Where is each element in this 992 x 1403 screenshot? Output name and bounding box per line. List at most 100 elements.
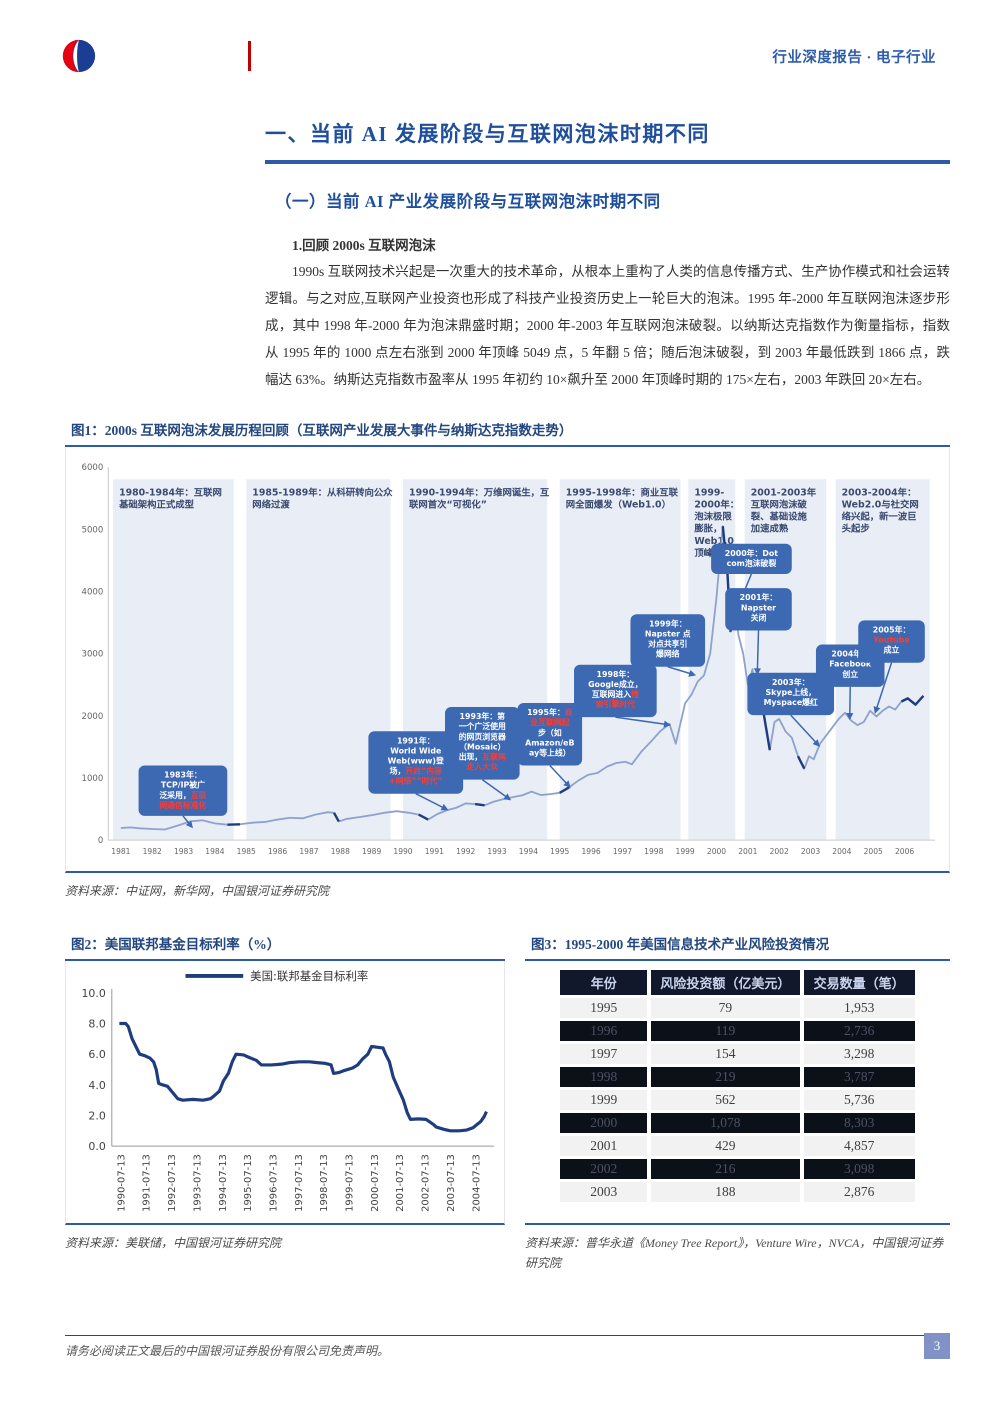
event-callout xyxy=(138,765,228,816)
page-number: 3 xyxy=(924,1333,950,1359)
svg-text:膨胀，: 膨胀， xyxy=(693,523,722,535)
svg-text:1991: 1991 xyxy=(425,847,444,856)
table-row: 1997 154 3,298 xyxy=(560,1044,915,1065)
svg-text:1996: 1996 xyxy=(581,847,600,856)
table-cell: 1996 xyxy=(560,1021,647,1042)
page-header: 行业深度报告 · 电子行业 xyxy=(62,36,936,76)
event-callout xyxy=(747,672,835,716)
svg-text:4.0: 4.0 xyxy=(88,1079,105,1092)
venture-investment-table: 年份 风险投资额（亿美元） 交易数量（笔） 1995 79 1,953 1996 119 2,7… xyxy=(556,967,918,1205)
svg-text:2000: 2000 xyxy=(82,712,104,722)
svg-text:2006: 2006 xyxy=(895,847,914,856)
disclaimer-text: 请务必阅读正文最后的中国银河证券股份有限公司免责声明。 xyxy=(65,1343,390,1358)
svg-text:Web2.0与社交网: Web2.0与社交网 xyxy=(842,498,919,510)
event-callout xyxy=(445,707,520,780)
table-cell: 5,736 xyxy=(803,1090,915,1111)
svg-text:1997: 1997 xyxy=(613,847,632,856)
svg-text:1994-07-13: 1994-07-13 xyxy=(218,1155,229,1213)
table-cell: 2,876 xyxy=(803,1182,915,1203)
figure-1-chart: 1980-1984年：互联网 基础架构正式成型 1985-1989年：从科研转向公众… xyxy=(65,447,950,874)
event-callout-text: 1999年： Napster 点对点共享引爆网络 xyxy=(645,618,691,658)
svg-text:1991-07-13: 1991-07-13 xyxy=(142,1155,153,1213)
figure-3-title: 图3：1995-2000 年美国信息技术产业风险投资情况 xyxy=(525,933,950,962)
text-column: 一、当前 AI 发展阶段与互联网泡沫时期不同 （一）当前 AI 产业发展阶段与互… xyxy=(265,118,950,393)
svg-text:1981: 1981 xyxy=(111,847,130,856)
svg-text:2000年：: 2000年： xyxy=(694,498,739,510)
nasdaq-line-highlight xyxy=(762,712,771,751)
table-cell: 1997 xyxy=(560,1044,647,1065)
event-callout-text: 2004年： Facebook 创立 xyxy=(829,649,872,679)
svg-text:1996-07-13: 1996-07-13 xyxy=(268,1155,279,1213)
table-cell: 2003 xyxy=(560,1182,647,1203)
body-paragraph: 1990s 互联网技术兴起是一次重大的技术革命，从根本上重构了人类的信息传播方式… xyxy=(265,264,950,387)
report-type-label: 行业深度报告 · 电子行业 xyxy=(772,49,936,66)
svg-text:10.0: 10.0 xyxy=(81,987,105,1000)
page-content: 一、当前 AI 发展阶段与互联网泡沫时期不同 （一）当前 AI 产业发展阶段与互… xyxy=(65,118,950,1273)
nasdaq-line-highlight xyxy=(900,695,925,706)
table-cell: 3,098 xyxy=(803,1159,915,1180)
table-cell: 3,298 xyxy=(803,1044,915,1065)
subsection-title: （一）当前 AI 产业发展阶段与互联网泡沫时期不同 xyxy=(275,192,661,211)
svg-text:1999-: 1999- xyxy=(694,487,724,498)
svg-text:加速成熟: 加速成熟 xyxy=(750,523,789,535)
title-rule xyxy=(265,160,950,164)
table-cell: 1,078 xyxy=(650,1113,800,1134)
svg-text:2004-07-13: 2004-07-13 xyxy=(471,1155,482,1213)
figure-2: 图2：美国联邦基金目标利率（%） 美国:联邦基金目标利率 0.0 2.0 4.0 6.0… xyxy=(65,933,505,1253)
svg-text:2003-2004年：: 2003-2004年： xyxy=(842,486,917,498)
svg-text:1986: 1986 xyxy=(268,847,287,856)
company-logo-icon xyxy=(62,39,96,73)
table-header-cell: 交易数量（笔） xyxy=(803,970,915,996)
svg-text:1995-1998年：商业互联: 1995-1998年：商业互联 xyxy=(566,486,679,498)
table-row: 1995 79 1,953 xyxy=(560,998,915,1019)
table-cell: 562 xyxy=(650,1090,800,1111)
event-callout xyxy=(574,664,657,718)
svg-text:4000: 4000 xyxy=(82,587,104,597)
event-callout-text: 2001年： Napster 关闭 xyxy=(740,592,778,622)
svg-text:2000-07-13: 2000-07-13 xyxy=(370,1155,381,1213)
table-cell: 1999 xyxy=(560,1090,647,1111)
svg-text:1995: 1995 xyxy=(550,847,569,856)
nasdaq-line xyxy=(120,525,925,831)
figure-1-title: 图1：2000s 互联网泡沫发展历程回顾（互联网产业发展大事件与纳斯达克指数走势… xyxy=(65,419,950,447)
svg-text:3000: 3000 xyxy=(82,650,104,660)
event-callout-text: 2000年：Dot com泡沫破裂 xyxy=(725,548,779,568)
svg-text:裂、基础设施: 裂、基础设施 xyxy=(750,511,808,523)
nasdaq-line-highlight xyxy=(559,786,570,794)
table-cell: 4,857 xyxy=(803,1136,915,1157)
table-row: 2003 188 2,876 xyxy=(560,1182,915,1203)
svg-text:1992-07-13: 1992-07-13 xyxy=(167,1155,178,1213)
table-row: 2000 1,078 8,303 xyxy=(560,1113,915,1134)
svg-text:泡沫极限: 泡沫极限 xyxy=(694,511,732,523)
table-row: 1999 562 5,736 xyxy=(560,1090,915,1111)
event-callout-text: 1993年：第一个广泛使用的网页浏览器（Mosaic）出现，互联网走入大众 xyxy=(459,711,506,771)
svg-text:联网首次“可视化”: 联网首次“可视化” xyxy=(409,498,487,510)
figure-1: 图1：2000s 互联网泡沫发展历程回顾（互联网产业发展大事件与纳斯达克指数走势… xyxy=(65,419,950,901)
table-cell: 2000 xyxy=(560,1113,647,1134)
callout-arrowhead xyxy=(185,820,193,829)
svg-text:1982: 1982 xyxy=(143,847,162,856)
svg-text:1995-07-13: 1995-07-13 xyxy=(243,1155,254,1213)
event-callout-text: 1998年： Google成立，互联网进入搜索引擎时代 xyxy=(588,669,642,709)
svg-text:1983: 1983 xyxy=(174,847,193,856)
callout-arrowhead xyxy=(812,739,820,747)
svg-text:1000: 1000 xyxy=(82,774,104,784)
section-title: 一、当前 AI 发展阶段与互联网泡沫时期不同 xyxy=(265,122,710,146)
fed-rate-line xyxy=(119,1022,488,1133)
svg-text:2001-2003年: 2001-2003年 xyxy=(751,486,817,498)
svg-text:2002-07-13: 2002-07-13 xyxy=(421,1155,432,1213)
callout-arrow xyxy=(667,666,692,675)
callout-arrow xyxy=(549,764,568,785)
svg-text:2003: 2003 xyxy=(801,847,820,856)
svg-text:2000: 2000 xyxy=(707,847,726,856)
callout-arrowhead xyxy=(563,780,571,788)
svg-text:头起步: 头起步 xyxy=(842,523,870,535)
callout-arrowhead xyxy=(440,803,449,811)
svg-text:1990-1994年：万维网诞生，互: 1990-1994年：万维网诞生，互 xyxy=(409,486,550,498)
svg-text:2003-07-13: 2003-07-13 xyxy=(446,1155,457,1213)
svg-text:1993: 1993 xyxy=(487,847,506,856)
table-cell: 216 xyxy=(650,1159,800,1180)
callout-arrow xyxy=(790,714,818,744)
